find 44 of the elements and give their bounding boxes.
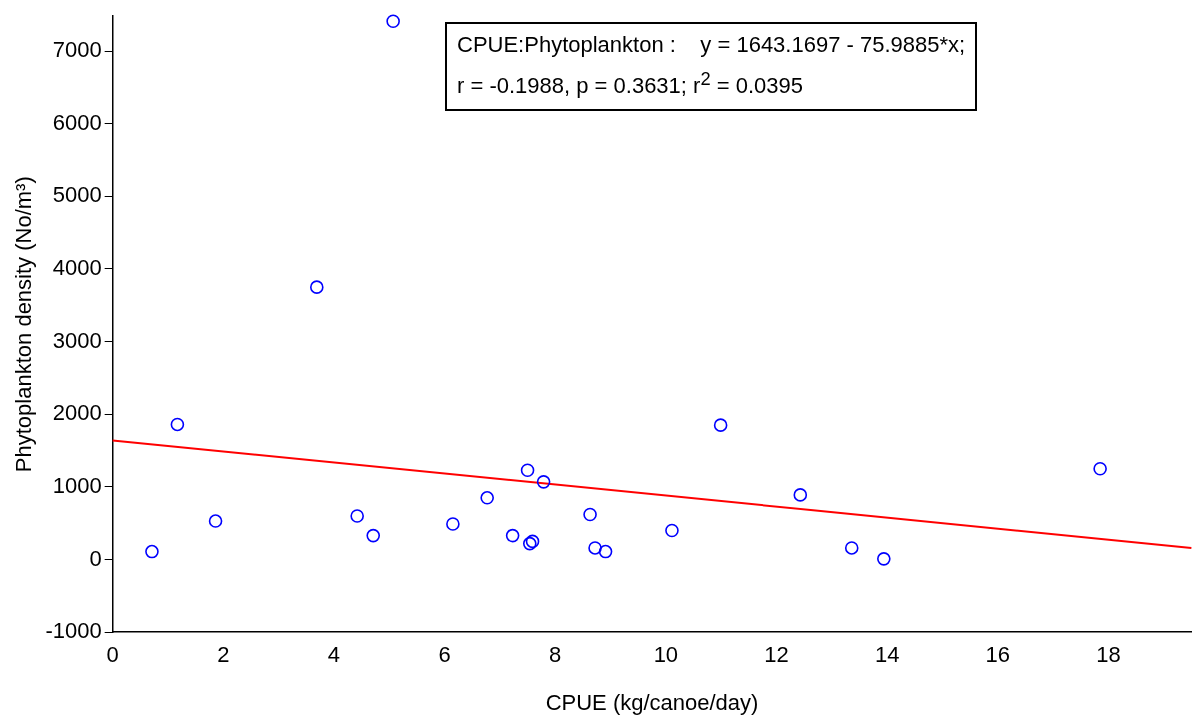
y-tick-label: 7000	[52, 37, 102, 63]
y-tick-label: 0	[89, 545, 102, 571]
point	[386, 14, 400, 29]
point	[844, 541, 859, 555]
y-tick-label: 1000	[52, 472, 102, 498]
point	[446, 517, 460, 531]
point	[583, 507, 597, 522]
y-tick-label: 3000	[52, 327, 102, 353]
y-tick-label: 4000	[52, 255, 102, 281]
x-tick-label: 14	[874, 642, 900, 668]
point	[793, 488, 808, 502]
y-axis-title: Phytoplankton density (No/m³)	[11, 176, 37, 473]
annotation: CPUE:Phytoplankton : y = 1643.1697 - 75.9885*x;	[457, 31, 966, 59]
x-tick-label: 4	[327, 642, 341, 668]
x-tick-label: 8	[549, 642, 562, 668]
point	[505, 528, 520, 543]
y-tick-label: 6000	[52, 109, 102, 135]
point	[310, 280, 324, 294]
point	[208, 514, 223, 528]
point	[536, 475, 551, 489]
x-tick-label: 16	[985, 642, 1011, 668]
point	[170, 417, 185, 432]
x-tick-label: 2	[217, 642, 230, 668]
point	[713, 418, 728, 432]
y-tick-label: -1000	[45, 618, 102, 644]
point	[1093, 461, 1107, 476]
x-tick-label: 10	[653, 642, 679, 668]
point	[520, 463, 535, 478]
x-tick-label: 18	[1096, 642, 1121, 668]
point	[598, 544, 613, 559]
point	[145, 544, 159, 559]
x-tick-label: 0	[106, 642, 119, 668]
point	[877, 552, 891, 566]
x-tick-label: 12	[764, 642, 789, 668]
point	[665, 523, 679, 538]
x-axis-title: CPUE (kg/canoe/day)	[545, 689, 759, 715]
x-tick-label: 6	[438, 642, 451, 668]
y-tick-label: 5000	[52, 182, 102, 208]
point	[588, 541, 602, 555]
annotation: r = -0.1988, p = 0.3631; r$^{2}$ = 0.0395	[457, 67, 804, 101]
y-tick-label: 2000	[52, 400, 102, 426]
point	[350, 509, 364, 523]
point	[480, 491, 494, 505]
point	[366, 528, 381, 543]
